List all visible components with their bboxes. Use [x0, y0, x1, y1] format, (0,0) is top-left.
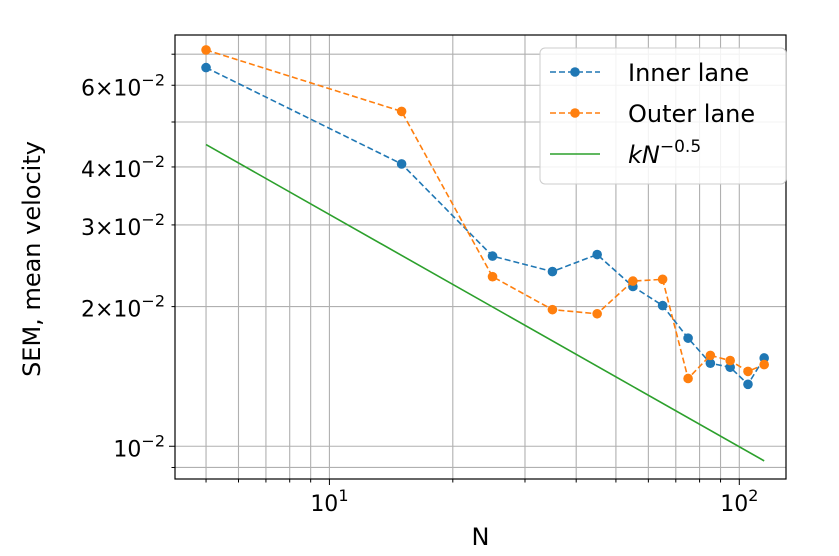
series-2-point: [201, 45, 211, 55]
series-line-3: [205, 143, 765, 462]
legend: Inner lane Outer lane kN−0.5: [539, 47, 787, 185]
series-2-point: [759, 359, 769, 370]
series-2-point: [683, 373, 693, 384]
series-1-point: [725, 362, 735, 373]
plot-frame: [174, 34, 787, 480]
series-1-point: [592, 249, 602, 260]
series-1-point: [705, 358, 716, 369]
series-2-point: [547, 304, 558, 315]
tick-labels: 101 102 10−2 2×10−2 3×10−2 4×10−2 6×10−2: [81, 70, 758, 517]
series-2-point: [487, 271, 498, 282]
legend-marker-1: [570, 67, 580, 77]
legend-box: [539, 47, 787, 185]
series-1-point: [743, 379, 753, 390]
y-tick-label: 3×10−2: [81, 210, 165, 241]
series-1-point: [683, 333, 693, 343]
series-2-point: [743, 366, 753, 377]
series-2-point: [725, 355, 735, 366]
series-2-point: [592, 308, 602, 319]
x-tick-label: 102: [720, 486, 758, 517]
legend-marker-2: [570, 108, 580, 118]
series-2-point: [657, 274, 668, 285]
legend-label-3: kN−0.5: [628, 137, 701, 169]
series-1-point: [547, 266, 558, 277]
series-2-point: [396, 106, 407, 117]
series-1-point: [396, 159, 407, 169]
y-tick-label: 2×10−2: [81, 292, 165, 323]
series-2-point: [628, 276, 638, 286]
y-tick-label: 6×10−2: [81, 70, 165, 101]
series-1-point: [657, 300, 668, 311]
ticks: [169, 53, 740, 485]
series-1-point: [487, 251, 498, 261]
legend-label-2: Outer lane: [628, 100, 755, 128]
y-tick-label: 10−2: [113, 431, 165, 462]
legend-label-1: Inner lane: [628, 59, 749, 87]
series-2-point: [705, 350, 716, 361]
y-tick-label: 4×10−2: [81, 152, 165, 183]
x-tick-label: 101: [310, 486, 348, 517]
series-1-point: [759, 353, 769, 363]
series-1-point: [201, 62, 211, 73]
series-layer: [201, 45, 769, 462]
x-axis-label: N: [472, 523, 490, 551]
y-axis-label: SEM, mean velocity: [18, 141, 46, 377]
